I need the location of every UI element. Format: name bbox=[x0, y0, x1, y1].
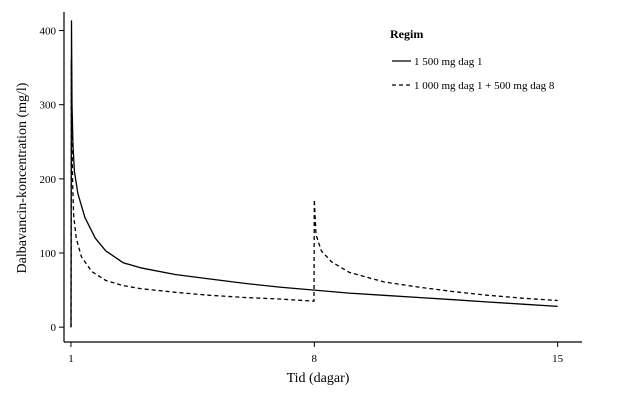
legend-title: Regim bbox=[390, 27, 423, 41]
x-axis-title: Tid (dagar) bbox=[287, 371, 350, 386]
series-lines bbox=[70, 20, 558, 328]
y-tick-label: 100 bbox=[40, 248, 57, 260]
x-tick-label: 8 bbox=[312, 353, 318, 365]
x-tick-label: 15 bbox=[552, 353, 564, 365]
series-line-regimen-2 bbox=[70, 59, 558, 328]
y-tick-label: 0 bbox=[51, 322, 57, 334]
axes bbox=[63, 12, 582, 343]
legend-label-regimen-2: 1 000 mg dag 1 + 500 mg dag 8 bbox=[414, 80, 555, 92]
y-axis-title: Dalbavancin-koncentration (mg/l) bbox=[15, 82, 30, 273]
legend: Regim 1 500 mg dag 1 1 000 mg dag 1 + 50… bbox=[390, 27, 555, 92]
y-ticks: 0 100 200 300 400 bbox=[40, 26, 64, 334]
y-tick-label: 300 bbox=[40, 100, 57, 112]
x-tick-label: 1 bbox=[68, 353, 74, 365]
legend-label-regimen-1: 1 500 mg dag 1 bbox=[414, 56, 482, 68]
x-ticks: 1 8 15 bbox=[68, 342, 564, 365]
y-tick-label: 200 bbox=[40, 174, 57, 186]
series-line-regimen-1 bbox=[70, 20, 558, 328]
y-tick-label: 400 bbox=[40, 26, 57, 38]
